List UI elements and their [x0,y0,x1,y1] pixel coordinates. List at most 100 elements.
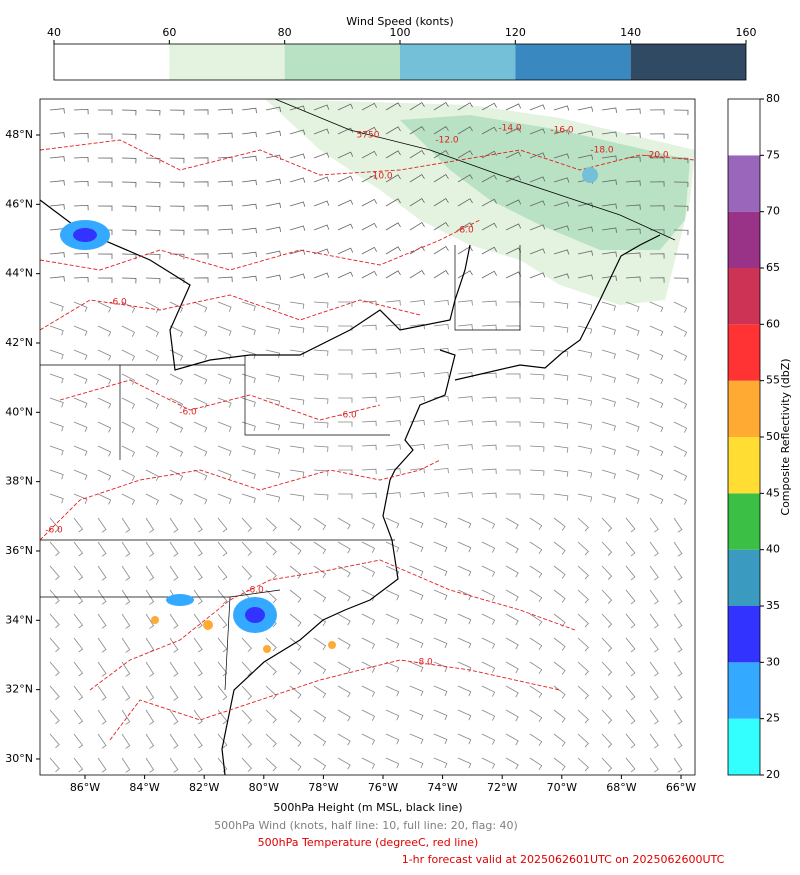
wind-barb [649,229,665,235]
wind-barb [241,685,253,700]
lon-label: 66°W [666,781,696,794]
wind-barb [49,421,64,432]
wind-barb [529,565,543,579]
wind-barb [49,589,60,605]
wind-barb [49,661,60,677]
wind-barb [649,685,659,701]
wind-barb [601,421,616,431]
lon-label: 78°W [308,781,338,794]
wind-barb [385,757,400,769]
wind-barb [241,493,256,504]
wind-barb [49,108,65,114]
wind-barb [409,198,425,207]
wind-barb [313,301,329,308]
wind-barb [289,397,305,406]
wind-barb [145,733,155,749]
wind-barb [313,349,329,356]
wind-barb [97,469,112,481]
wind-barb [121,325,136,337]
wind-barb [241,733,253,748]
wind-barb [385,420,401,426]
wind-barb [337,199,354,207]
lon-label: 74°W [427,781,457,794]
wind-barb [601,325,616,335]
wind-barb [529,709,543,723]
wind-barb [553,349,569,357]
wind-barb [601,637,613,652]
lat-label: 32°N [5,683,33,696]
wind-barb [73,445,88,457]
wind-barb [145,133,161,140]
wind-barb [313,272,330,279]
wind-barb [361,685,376,697]
wind-barb [673,709,683,725]
wind-barb [193,709,203,725]
wind-barb [337,349,353,355]
wind-barb [505,565,519,578]
wind-barb [457,541,472,553]
wind-barb [457,685,472,697]
wind-colorbar-title: Wind Speed (konts) [346,15,453,28]
wind-barb [265,469,281,479]
wind-barb [577,469,593,478]
wind-barb [553,421,569,429]
wind-barb [121,469,136,481]
wind-barb [433,733,448,745]
wind-barb [433,589,448,601]
wind-barb [49,373,64,384]
wind-barb [577,130,594,136]
wind-barb [433,150,449,159]
wind-barb [217,469,232,480]
wind-barb [553,225,570,231]
wind-barb [121,637,131,653]
wind-barb [169,541,179,557]
tick-label: 80 [278,26,292,39]
wind-barb [529,685,543,699]
wind-barb [481,492,497,498]
wind-barb [193,637,203,653]
wind-barb [529,176,546,183]
wind-barb [121,565,131,581]
wind-barb [145,589,155,605]
wind-barb [265,709,277,724]
wind-barb [457,222,473,231]
wind-barb [241,325,256,336]
wind-barb [505,541,519,554]
wind-barb [505,589,519,602]
wind-barb [409,222,425,231]
wind-barb [169,493,184,505]
wind-barb [169,421,184,433]
wind-barb [145,373,159,385]
wind-barb [601,661,613,676]
wind-barb [577,757,589,772]
wind-barb [601,733,613,748]
wind-barb [73,325,88,337]
wind-barb [49,757,60,773]
wind-barb [553,613,566,627]
wind-barb [265,421,281,431]
wind-barb [433,323,449,330]
wind-barb [121,301,136,313]
wind-barb [313,104,330,111]
wind-barb [433,517,448,529]
wind-barb [49,445,64,456]
wind-barb [169,661,179,677]
wind-barb [481,222,497,231]
wind-barb [481,396,497,402]
wind-barb [313,589,327,603]
wind-barb [361,348,377,355]
wind-barb [169,373,184,385]
wind-barb [241,349,256,360]
wind-barb [553,129,570,135]
wind-barb [649,421,664,433]
wind-barb [313,637,327,651]
wind-barb [505,397,521,403]
wind-barb [73,132,89,139]
wind-barb [409,150,425,159]
wind-barb [313,685,327,699]
wind-barb [505,757,519,770]
contour-label: -6.0 [339,411,357,421]
wind-barb [217,252,233,259]
wind-barb [217,276,233,283]
wind-barb [433,222,449,231]
